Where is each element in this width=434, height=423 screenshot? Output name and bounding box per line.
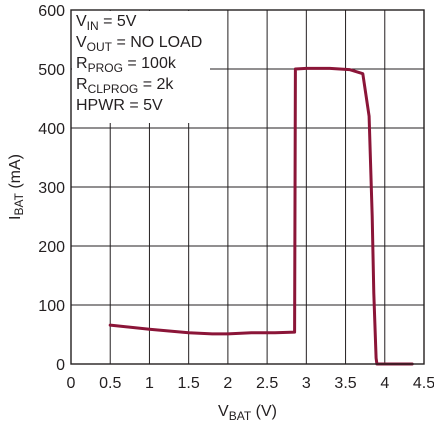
x-axis-title-main: V <box>218 403 229 420</box>
annotation-box <box>72 11 210 123</box>
annotation-text: V <box>76 13 87 30</box>
annotation-text: = 100k <box>123 55 177 72</box>
x-axis-title-unit: (V) <box>251 403 277 420</box>
annotation-text: V <box>76 34 87 51</box>
annotation-text: = 2k <box>138 76 174 93</box>
annotation-line: HPWR = 5V <box>76 97 163 114</box>
y-tick-label: 100 <box>38 298 65 315</box>
x-tick-label: 4.5 <box>413 375 434 392</box>
y-tick-label: 500 <box>38 62 65 79</box>
y-axis-title-main: I <box>7 216 24 220</box>
x-tick-label: 0.5 <box>99 375 121 392</box>
x-axis-title: VBAT (V) <box>218 403 277 423</box>
y-axis-title-subscript: BAT <box>12 192 26 215</box>
x-axis-title-subscript: BAT <box>229 409 252 423</box>
x-tick-label: 3 <box>302 375 311 392</box>
y-tick-label: 300 <box>38 180 65 197</box>
annotation-line: RCLPROG = 2k <box>76 76 174 96</box>
annotation-subscript: OUT <box>87 40 113 54</box>
annotation-line: RPROG = 100k <box>76 55 177 75</box>
annotation-subscript: PROG <box>88 61 123 75</box>
annotation-subscript: CLPROG <box>88 82 139 96</box>
y-axis-title-unit: (mA) <box>7 154 24 193</box>
y-axis-title: IBAT (mA) <box>7 154 26 220</box>
x-tick-label: 2 <box>223 375 232 392</box>
annotation-text: R <box>76 55 88 72</box>
x-tick-label: 2.5 <box>256 375 278 392</box>
annotation-text: R <box>76 76 88 93</box>
series-layer <box>108 66 414 366</box>
y-tick-label: 400 <box>38 121 65 138</box>
y-tick-label: 600 <box>38 3 65 20</box>
x-tick-label: 1 <box>145 375 154 392</box>
x-tick-label: 3.5 <box>334 375 356 392</box>
annotation-line: VOUT = NO LOAD <box>76 34 202 54</box>
annotation-text: = NO LOAD <box>112 34 202 51</box>
series-line <box>108 66 414 366</box>
y-tick-labels: 0 100 200 300 400 500 600 <box>38 3 65 374</box>
y-tick-label: 200 <box>38 239 65 256</box>
annotation-subscript: IN <box>87 19 99 33</box>
annotation-line: VIN = 5V <box>76 13 137 33</box>
plot-frame <box>70 9 425 365</box>
x-tick-labels: 0 0.5 1 1.5 2 2.5 3 3.5 4 4.5 <box>67 375 434 392</box>
annotation-text: = 5V <box>99 13 137 30</box>
annotation-text: HPWR = 5V <box>76 97 163 114</box>
y-tick-label: 0 <box>56 357 65 374</box>
x-tick-label: 1.5 <box>178 375 200 392</box>
x-tick-label: 4 <box>380 375 389 392</box>
x-tick-label: 0 <box>67 375 76 392</box>
